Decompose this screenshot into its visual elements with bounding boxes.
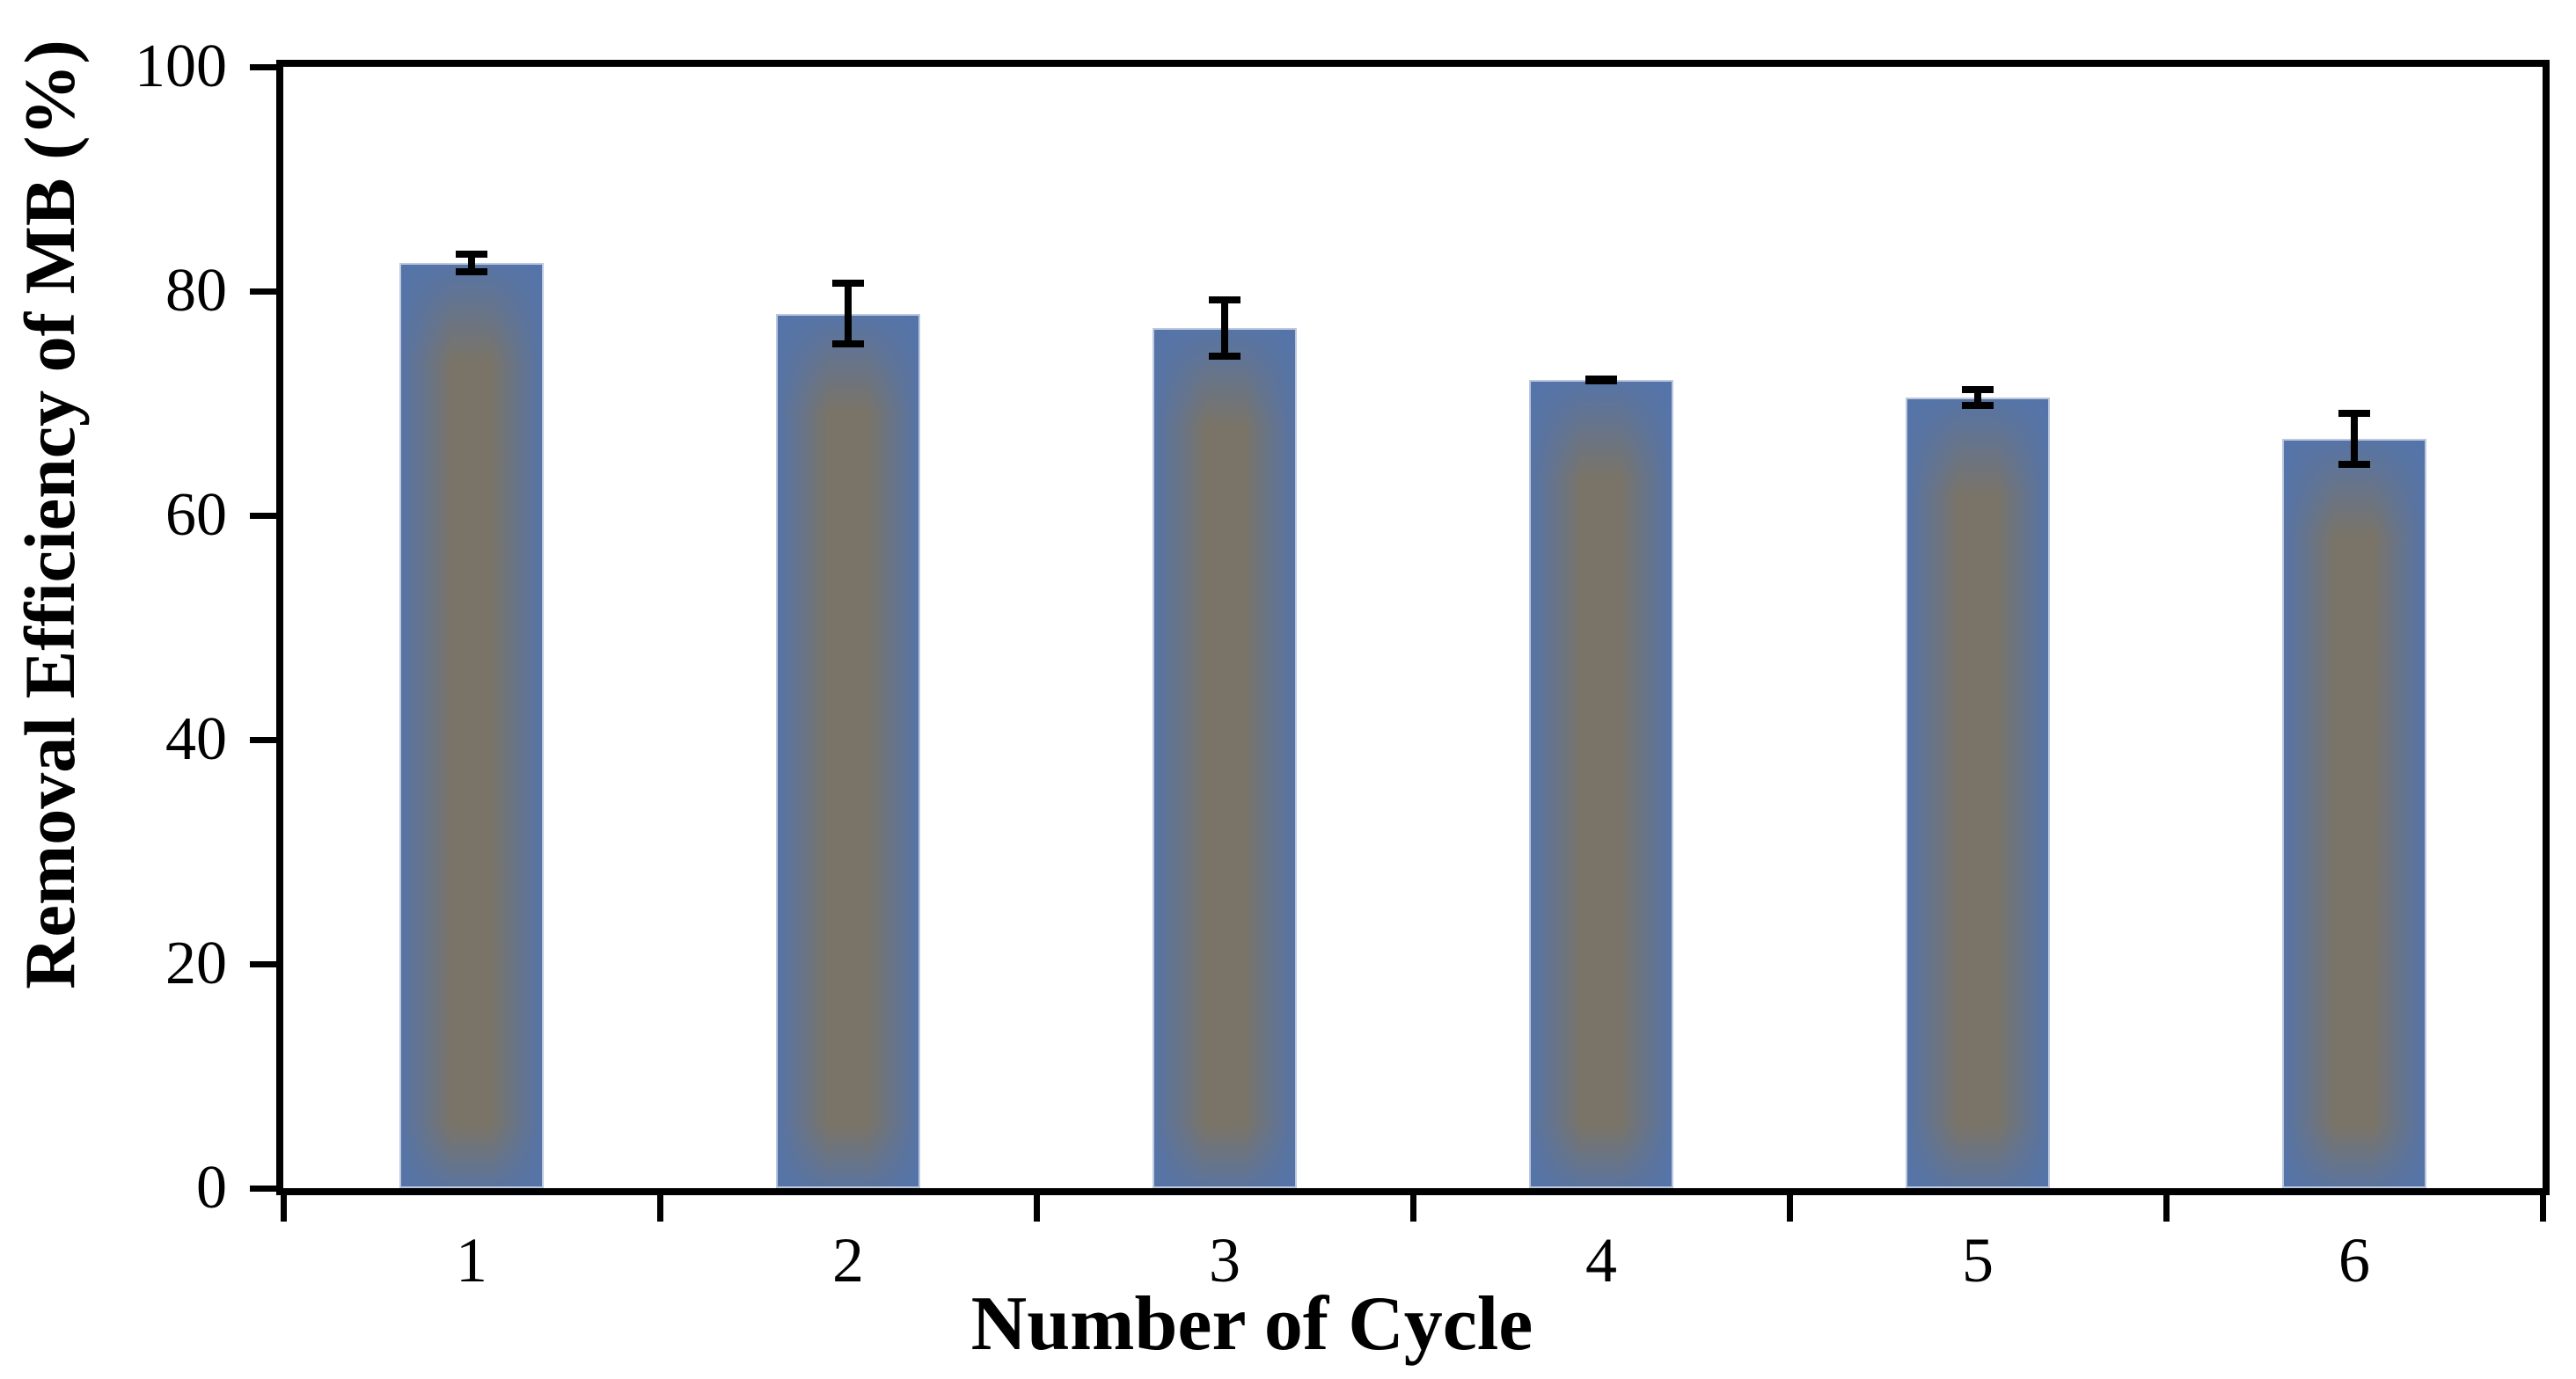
x-tick-label: 4 [1585, 1225, 1617, 1295]
bar [399, 263, 544, 1188]
error-bar-stem [1221, 296, 1228, 360]
error-bar-cap-top [1209, 296, 1240, 304]
error-bar [1585, 375, 1617, 384]
error-bar-cap-bot [1585, 376, 1617, 384]
error-bar-cap-bot [1209, 352, 1240, 360]
plot-border [276, 60, 2550, 1195]
y-axis-tick [250, 512, 276, 519]
y-tick-label: 60 [165, 481, 227, 549]
x-axis-tick [1786, 1195, 1793, 1222]
x-tick-label: 1 [456, 1225, 487, 1295]
error-bar-stem [468, 251, 475, 276]
bar [1906, 398, 2050, 1188]
error-bar-cap-top [456, 251, 487, 259]
x-axis-tick [1409, 1195, 1416, 1222]
error-bar-cap-bot [2338, 461, 2370, 469]
bar [1153, 328, 1297, 1188]
y-axis-tick [250, 288, 276, 295]
error-bar-cap-bot [1962, 401, 1994, 409]
error-bar [1962, 386, 1994, 409]
error-bar [2338, 410, 2370, 469]
x-axis-title: Number of Cycle [970, 1281, 1533, 1367]
x-tick-label: 5 [1962, 1225, 1994, 1295]
bar [2282, 439, 2426, 1188]
error-bar-stem [1974, 386, 1981, 409]
y-tick-label: 100 [135, 33, 227, 100]
y-axis-tick [250, 1185, 276, 1192]
x-tick-label: 2 [832, 1225, 864, 1295]
x-axis-tick [280, 1195, 287, 1222]
y-axis-tick [250, 63, 276, 70]
bar [776, 313, 920, 1188]
error-bar [1209, 296, 1240, 360]
error-bar-cap-top [832, 280, 864, 288]
y-axis-tick [250, 960, 276, 967]
x-tick-label: 6 [2338, 1225, 2370, 1295]
error-bar-cap-bot [832, 339, 864, 347]
error-bar [456, 251, 487, 276]
y-tick-label: 20 [165, 930, 227, 997]
error-bar-cap-bot [456, 268, 487, 276]
error-bar-cap-top [2338, 410, 2370, 418]
y-tick-label: 40 [165, 705, 227, 773]
bar [1529, 379, 1673, 1188]
y-axis-tick [250, 736, 276, 743]
error-bar [832, 280, 864, 347]
x-axis-tick [2163, 1195, 2170, 1222]
x-tick-label: 3 [1209, 1225, 1240, 1295]
error-bar-stem [2351, 410, 2358, 469]
error-bar-stem [845, 280, 852, 347]
x-axis-tick [2539, 1195, 2546, 1222]
error-bar-cap-top [1962, 386, 1994, 394]
x-axis-tick [1033, 1195, 1040, 1222]
y-tick-label: 0 [196, 1154, 227, 1222]
x-axis-tick [656, 1195, 663, 1222]
y-tick-label: 80 [165, 257, 227, 325]
